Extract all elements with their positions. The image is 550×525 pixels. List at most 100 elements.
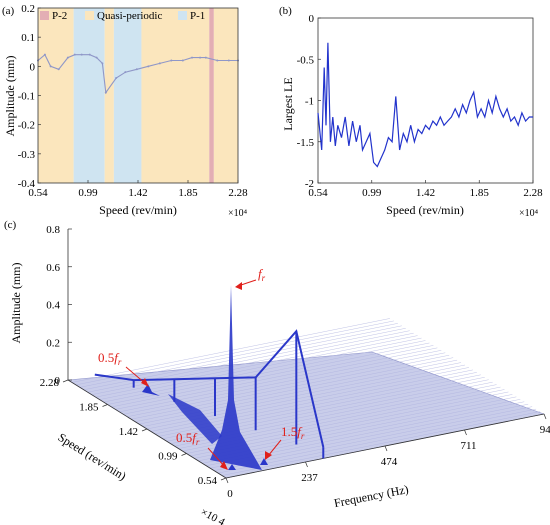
floor-gridline-35 (87, 328, 406, 393)
amplitude-point-7 (88, 53, 91, 56)
floor-gridline-32 (99, 335, 418, 400)
panel-c-frequency-label: Frequency (Hz) (333, 482, 410, 510)
a-xtick-label-1: 0.99 (78, 187, 98, 199)
annotation-fr-sub: r (262, 273, 266, 283)
amplitude-point-20 (204, 56, 207, 59)
floor-gridline-29 (111, 342, 430, 408)
annotation-half-upper-sub: r (118, 357, 122, 367)
panel-c-zlabel: Amplitude (mm) (9, 263, 23, 344)
c-speedtick-mark-1 (102, 404, 108, 407)
legend-swatch-p2 (40, 11, 49, 20)
amplitude-point-14 (147, 65, 150, 68)
one-half-fr-peak (260, 458, 268, 465)
a-xtick-label-3: 1.85 (178, 187, 198, 199)
amplitude-point-6 (80, 53, 83, 56)
panel-a-x-scale: ×10⁴ (228, 208, 248, 219)
panel-a-tag: (a) (2, 5, 15, 17)
region-band-3 (113, 8, 142, 183)
c-ztick-label-3: 0.2 (46, 337, 60, 349)
fr-ridge (94, 329, 325, 448)
a-xtick-label-4: 2.28 (228, 187, 248, 199)
c-freqtick-label-3: 711 (460, 440, 476, 452)
legend-swatch-p1 (178, 11, 187, 20)
floor-gridline-4 (210, 404, 529, 469)
annotation-half-lower: 0.5fr (176, 430, 228, 470)
amplitude-point-18 (191, 56, 194, 59)
amplitude-point-11 (115, 77, 118, 79)
b-ytick-label-1: -0.5 (297, 54, 315, 66)
floor-gridline-1 (222, 411, 541, 476)
c-speedtick-mark-3 (181, 453, 187, 456)
panel-b-lyapunov-chart: 0.54 0.99 1.42 1.85 2.28 0 -0.5 -1 -1.5 -2 (b) La… (279, 5, 543, 219)
region-band-0 (38, 8, 74, 183)
fr-main-peak (210, 285, 262, 470)
floor-gridline-5 (206, 401, 525, 466)
amplitude-point-5 (73, 53, 76, 56)
c-freqtick-label-2: 474 (381, 456, 398, 468)
amplitude-point-1 (43, 53, 46, 56)
a-ytick-label-2: 0 (30, 61, 36, 73)
a-xtick-label-0: 0.54 (28, 187, 48, 199)
a-ytick-label-3: -0.1 (18, 91, 35, 103)
amplitude-point-9 (101, 62, 104, 65)
amplitude-point-16 (170, 59, 173, 62)
annotation-half-upper: 0.5fr (98, 350, 149, 387)
region-band-1 (73, 8, 105, 183)
panel-a-amplitude-chart: 0.54 0.99 1.42 1.85 2.28 0.2 0.1 0 -0.1 -0.2 -0.3 -… (2, 3, 248, 219)
annotation-fr-main: f (258, 266, 264, 281)
floor-gridline-28 (115, 345, 434, 410)
svg-text:0.5fr: 0.5fr (176, 430, 200, 447)
floor-gridline-7 (198, 396, 517, 462)
panel-c-speed-scale: ×10 4 (199, 506, 228, 525)
b-xtick-label-4: 2.28 (523, 187, 543, 199)
c-ztick-label-2: 0.4 (46, 300, 60, 312)
panel-b-tag: (b) (279, 5, 292, 17)
c-freqtick-mark-1 (305, 461, 308, 468)
c-speedtick-label-1: 1.85 (79, 402, 99, 414)
annotation-one-half-sub: r (301, 431, 305, 441)
amplitude-point-4 (66, 56, 69, 59)
c-freqtick-label-0: 0 (227, 488, 233, 500)
legend-label-p2: P-2 (52, 10, 67, 22)
annotation-one-half-main: f (297, 424, 303, 439)
annotation-one-half: 1.5fr (265, 424, 305, 460)
c-speedtick-label-4: 0.54 (198, 475, 218, 487)
amplitude-point-3 (57, 68, 60, 71)
b-xtick-label-3: 1.85 (470, 187, 490, 199)
floor-gridline-16 (162, 374, 481, 439)
panel-a-xlabel: Speed (rev/min) (99, 203, 177, 217)
lyapunov-line (317, 42, 533, 168)
a-ytick-label-4: -0.2 (18, 120, 35, 132)
region-band-5 (209, 8, 214, 183)
floor-gridline-38 (75, 320, 394, 386)
panel-c-3d-spectrum: (c) 0.8 0.6 0.4 0.2 0 2.28 1.85 1.42 0.99 0.54 0… (4, 219, 550, 525)
panel-a-legend: P-2 Quasi-periodic P-1 (40, 10, 205, 22)
amplitude-point-17 (181, 59, 184, 62)
amplitude-point-21 (216, 59, 219, 62)
c-ztick-label-0: 0.8 (46, 224, 60, 236)
a-ytick-label-1: 0.1 (21, 32, 35, 44)
b-ytick-label-2: -1 (305, 96, 314, 108)
floor-gridline-6 (202, 399, 521, 464)
c-freqtick-mark-3 (464, 429, 467, 436)
b-xtick-label-1: 0.99 (362, 187, 382, 199)
panel-b-frame (317, 17, 534, 184)
legend-label-p1: P-1 (190, 10, 205, 22)
svg-text:fr: fr (258, 266, 266, 283)
annotation-half-upper-prefix: 0.5 (98, 350, 114, 365)
amplitude-point-12 (124, 71, 127, 74)
amplitude-point-15 (158, 62, 161, 65)
c-speedtick-label-2: 1.42 (119, 426, 138, 438)
floor-gridline-30 (107, 340, 426, 405)
c-speedtick-mark-0 (62, 379, 69, 383)
panel-c-tag: (c) (4, 219, 17, 231)
legend-swatch-quasi (85, 11, 94, 20)
amplitude-point-2 (49, 65, 52, 68)
b-ytick-label-0: 0 (309, 13, 315, 25)
half-fr-peak-lower (228, 464, 236, 470)
legend-label-quasi: Quasi-periodic (97, 10, 162, 22)
b-xtick-label-2: 1.42 (416, 187, 435, 199)
a-ytick-label-0: 0.2 (21, 3, 35, 15)
panel-b-xlabel: Speed (rev/min) (386, 203, 464, 217)
b-ytick-label-4: -2 (305, 178, 314, 190)
